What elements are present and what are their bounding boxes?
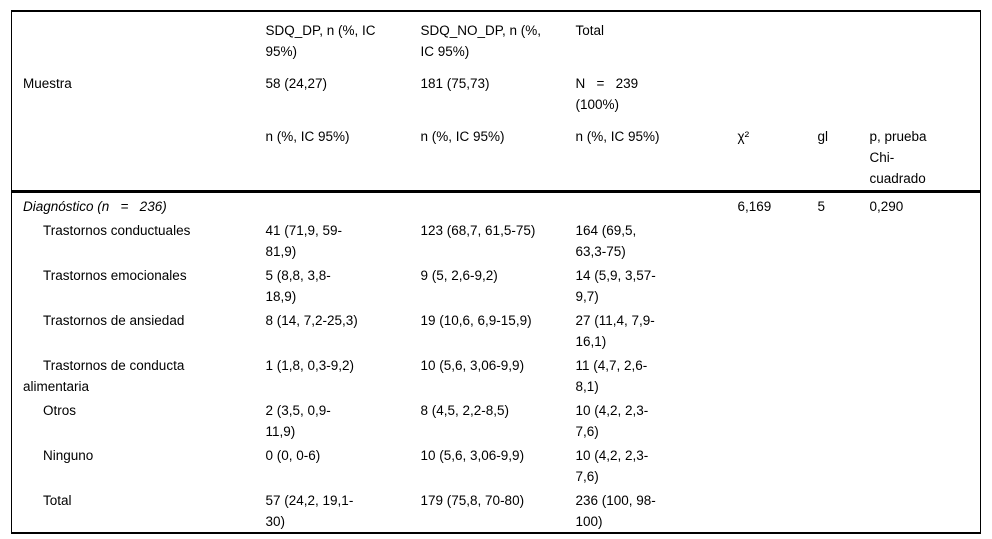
section-row-diagnostico: Diagnóstico (n = 236) 6,169 5 0,290 <box>12 191 981 217</box>
stats-header-total: n (%, IC 95%) <box>571 116 734 193</box>
cell-total: 11 (4,7, 2,6- 8,1) <box>575 357 648 394</box>
row-label: Total <box>43 492 72 508</box>
cell-sdq-no-dp: 8 (4,5, 2,2-8,5) <box>420 402 510 418</box>
header-total: Total <box>575 23 605 38</box>
row-label: Trastornos de conducta alimentaria <box>23 357 185 394</box>
results-table: SDQ_DP, n (%, IC 95%) SDQ_NO_DP, n (%, I… <box>11 10 981 534</box>
cell-sdq-dp: 2 (3,5, 0,9- 11,9) <box>265 402 331 439</box>
cell-sdq-no-dp: 10 (5,6, 3,06-9,9) <box>420 447 525 463</box>
header-row-muestra: Muestra 58 (24,27) 181 (75,73) N = 239 (… <box>12 63 981 116</box>
cell-sdq-dp: 5 (8,8, 3,8- 18,9) <box>265 267 331 304</box>
empty-cell <box>814 262 866 307</box>
cell-total: 14 (5,9, 3,57- 9,7) <box>575 267 656 304</box>
empty-cell <box>814 442 866 487</box>
empty-cell <box>734 397 814 442</box>
muestra-sdq-dp-value: 58 (24,27) <box>265 76 328 91</box>
header-row-column-titles: SDQ_DP, n (%, IC 95%) SDQ_NO_DP, n (%, I… <box>12 11 981 63</box>
empty-cell <box>866 217 981 262</box>
empty-cell <box>734 217 814 262</box>
cell-sdq-dp: 1 (1,8, 0,3-9,2) <box>265 357 355 373</box>
empty-cell <box>734 487 814 533</box>
empty-cell <box>12 11 262 63</box>
empty-cell <box>814 307 866 352</box>
empty-cell <box>866 307 981 352</box>
empty-cell <box>866 442 981 487</box>
cell-total: 27 (11,4, 7,9- 16,1) <box>575 312 655 349</box>
table-row-total: Total 57 (24,2, 19,1- 30) 179 (75,8, 70-… <box>12 487 981 533</box>
stats-header-sdq-no-dp: n (%, IC 95%) <box>416 116 572 193</box>
cell-total: 236 (100, 98- 100) <box>575 492 656 529</box>
muestra-label: Muestra <box>23 76 72 91</box>
empty-cell <box>262 191 417 217</box>
cell-sdq-no-dp: 179 (75,8, 70-80) <box>420 492 525 508</box>
empty-cell <box>814 487 866 533</box>
empty-cell <box>734 63 814 116</box>
cell-sdq-no-dp: 10 (5,6, 3,06-9,9) <box>420 357 525 373</box>
empty-cell <box>866 11 981 63</box>
chi-squared-header: χ² <box>733 116 814 193</box>
table-row-trastornos-conducta-alimentaria: Trastornos de conducta alimentaria 1 (1,… <box>12 352 981 397</box>
cell-total: 10 (4,2, 2,3- 7,6) <box>575 447 649 484</box>
empty-cell <box>734 307 814 352</box>
empty-cell <box>814 217 866 262</box>
row-label: Trastornos conductuales <box>43 222 191 238</box>
p-value-header: p, prueba Chi- cuadrado <box>865 116 981 193</box>
empty-cell <box>814 11 866 63</box>
muestra-sdq-no-dp-value: 181 (75,73) <box>420 76 490 91</box>
empty-cell <box>814 63 866 116</box>
row-label: Trastornos emocionales <box>43 267 187 283</box>
empty-cell <box>572 191 734 217</box>
chi-squared-value: 6,169 <box>737 198 772 214</box>
table-row-trastornos-conductuales: Trastornos conductuales 41 (71,9, 59- 81… <box>12 217 981 262</box>
cell-sdq-dp: 57 (24,2, 19,1- 30) <box>265 492 354 529</box>
header-sdq-no-dp: SDQ_NO_DP, n (%, IC 95%) <box>420 23 542 59</box>
empty-cell <box>734 11 814 63</box>
cell-sdq-no-dp: 9 (5, 2,6-9,2) <box>420 267 498 283</box>
cell-sdq-no-dp: 19 (10,6, 6,9-15,9) <box>420 312 532 328</box>
stats-header-sdq-dp: n (%, IC 95%) <box>261 116 417 193</box>
table-row-trastornos-ansiedad: Trastornos de ansiedad 8 (14, 7,2-25,3) … <box>12 307 981 352</box>
cell-sdq-no-dp: 123 (68,7, 61,5-75) <box>420 222 536 238</box>
empty-cell <box>734 442 814 487</box>
empty-cell <box>814 352 866 397</box>
header-row-statistics: n (%, IC 95%) n (%, IC 95%) n (%, IC 95%… <box>11 116 981 193</box>
empty-cell <box>866 487 981 533</box>
cell-sdq-dp: 8 (14, 7,2-25,3) <box>265 312 358 328</box>
header-sdq-dp: SDQ_DP, n (%, IC 95%) <box>265 23 376 59</box>
section-label: Diagnóstico (n = 236) <box>23 198 167 214</box>
p-value: 0,290 <box>869 198 904 214</box>
cell-total: 164 (69,5, 63,3-75) <box>575 222 637 259</box>
empty-cell <box>866 63 981 116</box>
cell-sdq-dp: 0 (0, 0-6) <box>265 447 321 463</box>
table-row-ninguno: Ninguno 0 (0, 0-6) 10 (5,6, 3,06-9,9) 10… <box>12 442 981 487</box>
empty-cell <box>866 352 981 397</box>
gl-header: gl <box>813 116 866 193</box>
row-label: Otros <box>43 402 77 418</box>
empty-cell <box>866 262 981 307</box>
empty-cell <box>734 352 814 397</box>
gl-value: 5 <box>817 198 826 214</box>
empty-cell <box>417 191 572 217</box>
row-label: Trastornos de ansiedad <box>43 312 185 328</box>
row-label: Ninguno <box>43 447 94 463</box>
empty-cell <box>11 116 262 193</box>
empty-cell <box>814 397 866 442</box>
muestra-total-value: N = 239 (100%) <box>575 76 639 112</box>
empty-cell <box>734 262 814 307</box>
table-row-otros: Otros 2 (3,5, 0,9- 11,9) 8 (4,5, 2,2-8,5… <box>12 397 981 442</box>
cell-sdq-dp: 41 (71,9, 59- 81,9) <box>265 222 343 259</box>
cell-total: 10 (4,2, 2,3- 7,6) <box>575 402 649 439</box>
table-row-trastornos-emocionales: Trastornos emocionales 5 (8,8, 3,8- 18,9… <box>12 262 981 307</box>
empty-cell <box>866 397 981 442</box>
